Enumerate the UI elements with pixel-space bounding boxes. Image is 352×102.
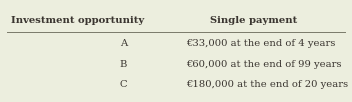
Text: C: C [119,80,127,89]
Text: €33,000 at the end of 4 years: €33,000 at the end of 4 years [187,39,336,48]
Text: Single payment: Single payment [210,16,297,25]
Text: B: B [120,60,127,69]
Text: €60,000 at the end of 99 years: €60,000 at the end of 99 years [187,60,342,69]
Text: A: A [120,39,127,48]
Text: €180,000 at the end of 20 years: €180,000 at the end of 20 years [187,80,349,89]
Text: Investment opportunity: Investment opportunity [11,16,144,25]
